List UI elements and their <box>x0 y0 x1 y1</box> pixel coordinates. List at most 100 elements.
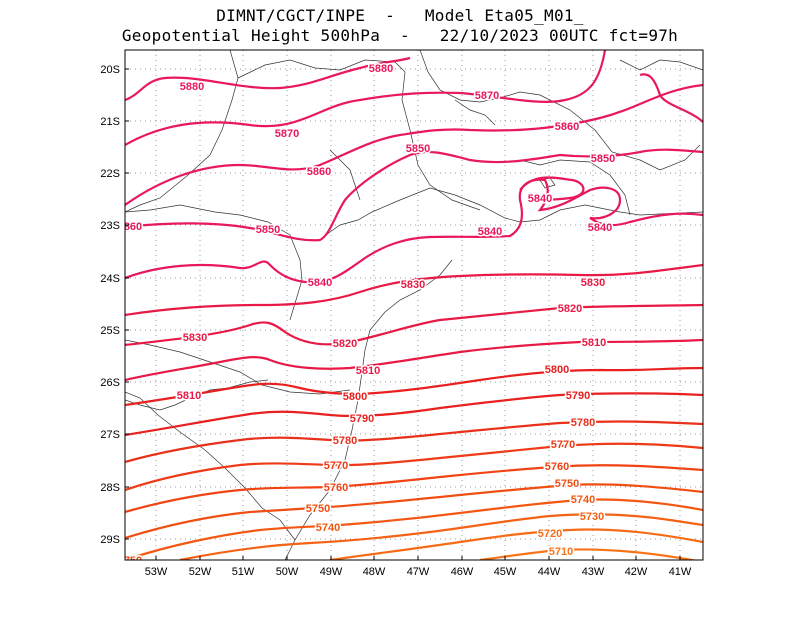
contour-label: 5730 <box>580 511 604 523</box>
lon-label: 49W <box>320 566 343 578</box>
contour-label: 5830 <box>183 332 207 344</box>
contour-5720 <box>329 528 703 560</box>
contour-label: 5840 <box>588 222 612 234</box>
lat-label: 27S <box>100 429 120 441</box>
lon-label: 47W <box>407 566 430 578</box>
lat-label: 29S <box>100 534 120 546</box>
lon-label: 46W <box>451 566 474 578</box>
contour-label: 5740 <box>316 522 340 534</box>
contour-label: 5810 <box>356 365 380 377</box>
lon-label: 43W <box>582 566 605 578</box>
contour-5710 <box>479 548 699 560</box>
contour-label: 5740 <box>571 494 595 506</box>
contour-label: 5720 <box>538 528 562 540</box>
contour-5880 <box>125 56 411 102</box>
contour-labels: 5880 5880 5870 5870 5860 5860 5850 5850 5850 5840… <box>124 62 617 567</box>
lon-label: 42W <box>625 566 648 578</box>
graticule <box>125 50 703 560</box>
coastline-south <box>284 259 453 560</box>
contour-label: 5800 <box>545 364 569 376</box>
contour-label: 5760 <box>324 482 348 494</box>
contour-label: 5850 <box>256 224 280 236</box>
contour-5770 <box>125 442 703 492</box>
lon-label: 48W <box>363 566 386 578</box>
contour-label: 5780 <box>571 417 595 429</box>
contour-5840-loop <box>519 176 585 202</box>
contour-5740 <box>125 498 703 560</box>
contour-label: 5820 <box>558 303 582 315</box>
contour-label: 5840 <box>478 226 502 238</box>
lat-label: 22S <box>100 168 120 180</box>
contour-label: 5750 <box>555 478 579 490</box>
contour-label: 5800 <box>343 391 367 403</box>
state-border-mg-inner <box>519 159 631 216</box>
contour-5800 <box>125 366 703 407</box>
contour-label: 5850 <box>406 143 430 155</box>
contour-label: 5840 <box>528 193 552 205</box>
contour-label: 5790 <box>566 390 590 402</box>
contour-label: 5830 <box>401 279 425 291</box>
contour-5850 <box>125 148 703 242</box>
lon-label: 50W <box>276 566 299 578</box>
contour-label: 5760 <box>545 461 569 473</box>
contour-label: 5810 <box>582 337 606 349</box>
state-border-rs <box>125 391 296 541</box>
contour-5880-east <box>639 73 703 123</box>
political-boundaries <box>125 50 703 560</box>
lon-label: 45W <box>494 566 517 578</box>
contour-5860 <box>125 83 703 206</box>
lon-label: 44W <box>538 566 561 578</box>
contour-5870 <box>125 50 607 146</box>
lon-label: 53W <box>145 566 168 578</box>
contour-label: 5710 <box>549 546 573 558</box>
lon-label: 41W <box>669 566 692 578</box>
contour-5790 <box>125 392 703 437</box>
longitude-labels: 53W 52W 51W 50W 49W 48W 47W 46W 45W 44W 43W 42W 41W <box>145 556 692 578</box>
contour-label: 5770 <box>324 460 348 472</box>
lat-label: 21S <box>100 116 120 128</box>
state-border-es <box>619 59 703 71</box>
contour-5820 <box>125 303 703 347</box>
lat-label: 23S <box>100 220 120 232</box>
contour-label: 5840 <box>308 277 332 289</box>
lon-label: 52W <box>189 566 212 578</box>
contour-label: 860 <box>124 221 142 233</box>
coastline <box>319 187 703 241</box>
latitude-labels: 20S 21S 22S 23S 24S 25S 26S 27S 28S 29S <box>100 64 129 546</box>
contour-label: 5750 <box>306 503 330 515</box>
lat-label: 28S <box>100 482 120 494</box>
contour-5780 <box>125 420 703 464</box>
contour-label: 750 <box>124 555 142 567</box>
contour-label: 5780 <box>333 435 357 447</box>
map-title-line2: Geopotential Height 500hPa - 22/10/2023 … <box>121 26 679 45</box>
lake-1 <box>454 99 496 126</box>
lat-label: 26S <box>100 377 120 389</box>
contour-5750 <box>125 483 703 540</box>
lat-label: 25S <box>100 325 120 337</box>
contour-5760 <box>125 464 703 514</box>
island <box>539 177 556 189</box>
state-border-west <box>125 50 239 213</box>
border-misiones <box>125 379 269 411</box>
lat-label: 24S <box>100 273 120 285</box>
plot-frame <box>124 49 704 561</box>
contour-5810 <box>125 338 703 382</box>
river-tiete <box>329 149 361 201</box>
state-border-parana-river <box>125 204 303 321</box>
map-title-line1: DIMNT/CGCT/INPE - Model Eta05_M01_ <box>216 6 584 25</box>
contour-label: 5880 <box>180 81 204 93</box>
state-border-sc <box>125 339 351 395</box>
contour-label: 5870 <box>475 90 499 102</box>
contour-label: 5830 <box>581 277 605 289</box>
lon-label: 51W <box>232 566 255 578</box>
contour-5730 <box>179 513 703 560</box>
contour-label: 5860 <box>307 166 331 178</box>
height-contours <box>125 50 703 560</box>
contour-label: 5810 <box>177 390 201 402</box>
contour-label: 5790 <box>350 413 374 425</box>
contour-5840 <box>125 178 703 284</box>
contour-label: 5870 <box>275 128 299 140</box>
contour-5830 <box>125 263 703 317</box>
contour-label: 5860 <box>555 121 579 133</box>
